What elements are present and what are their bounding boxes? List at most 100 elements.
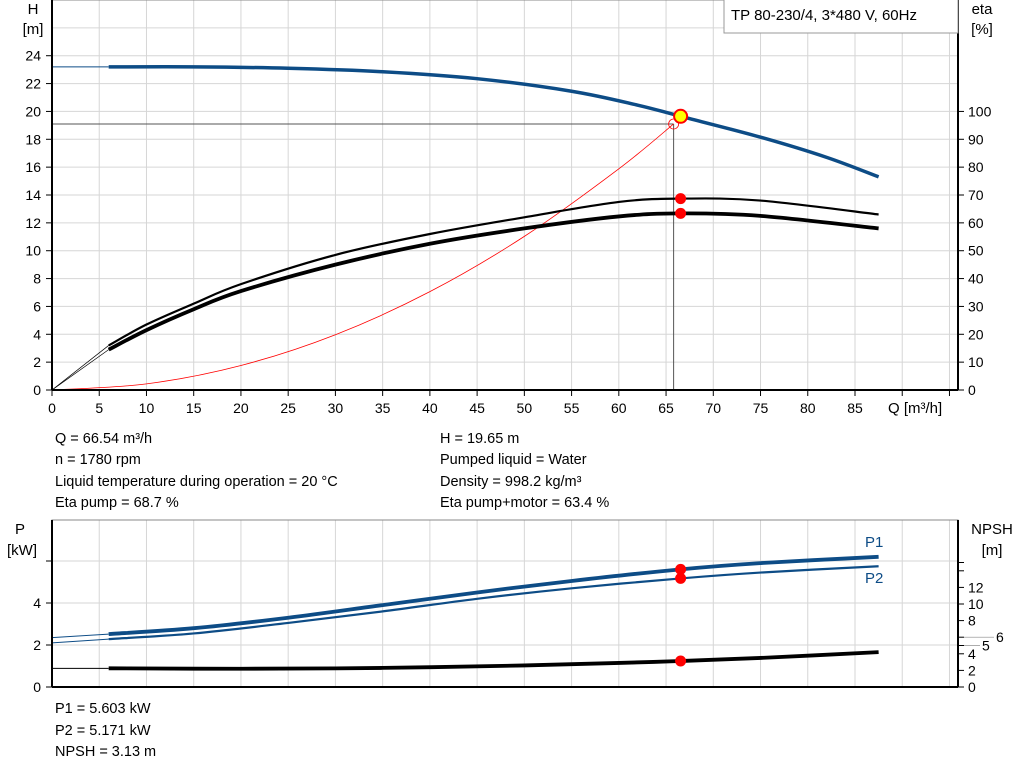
y-right-tick-label: 10: [968, 596, 984, 612]
y-right-tick-label: 50: [968, 243, 984, 259]
top-grid: [52, 0, 958, 390]
eta-pump-motor-extension: [51, 349, 109, 391]
info-p1: P1 = 5.603 kW: [55, 701, 151, 717]
x-tick-label: 40: [422, 400, 438, 416]
eta-pump-curve: [108, 197, 879, 347]
bottom-y-right-label: NPSH: [971, 521, 1013, 538]
x-tick-label: 45: [469, 400, 485, 416]
info-speed: n = 1780 rpm: [55, 452, 141, 468]
y-left-tick-label: 14: [25, 187, 41, 203]
title-box: [723, 0, 959, 34]
x-tick-label: 25: [280, 400, 296, 416]
eta-pump-motor-curve: [107, 211, 879, 352]
y-right-tick-label: 12: [968, 579, 984, 595]
y-right-tick-label: 2: [968, 662, 976, 678]
y-right-tick-label: 6: [996, 629, 1004, 645]
y-right-tick-label: 40: [968, 271, 984, 287]
p2-curve-extension: [51, 638, 109, 644]
y-left-tick-label: 4: [33, 595, 41, 611]
y-left-tick-label: 12: [25, 215, 41, 231]
y-right-tick-label: 80: [968, 159, 984, 175]
p1-curve: [108, 554, 879, 636]
x-tick-label: 50: [517, 400, 533, 416]
x-tick-label: 85: [847, 400, 863, 416]
y-left-tick-label: 24: [25, 48, 41, 64]
x-tick-label: 75: [753, 400, 769, 416]
y-right-tick-label: 5: [982, 638, 990, 654]
x-tick-label: 60: [611, 400, 627, 416]
y-left-tick-label: 16: [25, 159, 41, 175]
info-head: H = 19.65 m: [440, 431, 520, 447]
axes: 0 5 10 15 20 25 30 35 40 45 50 55 60 65 70 75 80 85024681…: [25, 0, 1004, 695]
y-right-tick-label: 0: [968, 382, 976, 398]
p1-curve-extension: [51, 633, 109, 639]
eta-pump-motor-duty-marker: [675, 207, 687, 219]
head-duty-marker: [673, 108, 689, 124]
top-y-left-label: H: [28, 1, 39, 18]
info-eta-pump-motor: Eta pump+motor = 63.4 %: [440, 495, 610, 511]
top-y-left-unit: [m]: [23, 21, 44, 38]
y-left-tick-label: 22: [25, 76, 41, 92]
y-right-tick-label: 20: [968, 326, 984, 342]
y-left-tick-label: 2: [33, 637, 41, 653]
y-left-tick-label: 10: [25, 243, 41, 259]
head-curve: [108, 65, 880, 179]
x-tick-label: 35: [375, 400, 391, 416]
x-tick-label: 0: [48, 400, 56, 416]
y-left-tick-label: 4: [33, 326, 41, 342]
bottom-y-left-unit: [kW]: [7, 542, 37, 559]
eta-pump-extension: [51, 345, 109, 391]
p1-duty-marker: [675, 563, 687, 575]
curves: [51, 65, 880, 671]
x-tick-label: 15: [186, 400, 202, 416]
y-right-tick-label: 4: [968, 646, 976, 662]
y-left-tick-label: 2: [33, 354, 41, 370]
info-p2: P2 = 5.171 kW: [55, 723, 151, 739]
info-npsh: NPSH = 3.13 m: [55, 744, 157, 760]
top-y-right-label: eta: [972, 1, 994, 18]
p2-duty-marker: [675, 572, 687, 584]
y-right-tick-label: 8: [968, 613, 976, 629]
y-left-tick-label: 0: [33, 679, 41, 695]
top-y-right-unit: [%]: [971, 21, 993, 38]
system-curve: [51, 123, 674, 391]
legend-p1: P1: [865, 534, 883, 551]
y-right-tick-label: 60: [968, 215, 984, 231]
legend-p2: P2: [865, 570, 883, 587]
x-tick-label: 10: [139, 400, 155, 416]
y-right-tick-label: 0: [968, 679, 976, 695]
y-right-tick-label: 30: [968, 298, 984, 314]
npsh-duty-marker: [675, 655, 687, 667]
x-tick-label: 5: [95, 400, 103, 416]
info-temperature: Liquid temperature during operation = 20…: [55, 474, 338, 490]
x-tick-label: 55: [564, 400, 580, 416]
y-right-tick-label: 70: [968, 187, 984, 203]
p2-curve: [108, 565, 879, 641]
y-left-tick-label: 18: [25, 131, 41, 147]
y-left-tick-label: 6: [33, 298, 41, 314]
x-tick-label: 65: [658, 400, 674, 416]
y-right-tick-label: 10: [968, 354, 984, 370]
info-liquid: Pumped liquid = Water: [440, 452, 587, 468]
x-tick-label: 80: [800, 400, 816, 416]
y-left-tick-label: 20: [25, 103, 41, 119]
duty-points: [668, 108, 689, 667]
x-axis-label: Q [m³/h]: [888, 400, 942, 417]
info-q: Q = 66.54 m³/h: [55, 431, 153, 447]
y-right-tick-label: 90: [968, 131, 984, 147]
bottom-grid: [52, 520, 958, 687]
y-left-tick-label: 0: [33, 382, 41, 398]
x-tick-label: 30: [328, 400, 344, 416]
npsh-curve: [108, 650, 879, 671]
info-density: Density = 998.2 kg/m³: [440, 474, 582, 490]
bottom-y-left-label: P: [15, 521, 25, 538]
x-tick-label: 70: [706, 400, 722, 416]
title-text: TP 80-230/4, 3*480 V, 60Hz: [731, 7, 917, 24]
y-right-tick-label: 100: [968, 103, 992, 119]
bottom-y-right-unit: [m]: [982, 542, 1003, 559]
eta-pump-duty-marker: [675, 193, 687, 205]
x-tick-label: 20: [233, 400, 249, 416]
info-eta-pump: Eta pump = 68.7 %: [55, 495, 179, 511]
y-left-tick-label: 8: [33, 271, 41, 287]
